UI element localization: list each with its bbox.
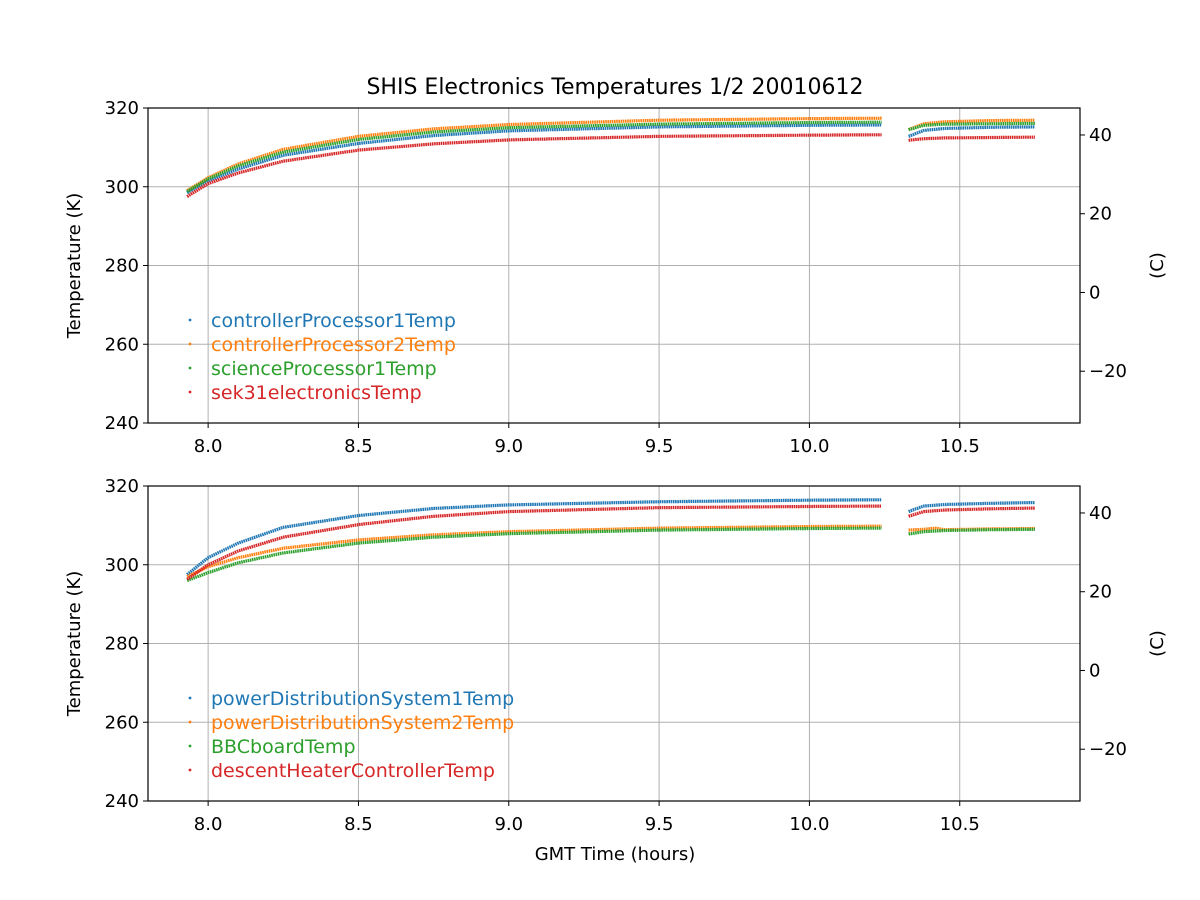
axes-frame xyxy=(147,485,1081,802)
panel-top: 8.0 8.5 9.0 9.5 10.0 10.5 240 260 280 300 320 −20 0 2… xyxy=(64,98,1168,457)
x-tick-label: 9.0 xyxy=(494,436,523,457)
legend-marker xyxy=(188,768,192,772)
y-right-tick-label: 20 xyxy=(1089,204,1112,225)
series-trace xyxy=(908,500,1036,514)
legend-entry: descentHeaterControllerTemp xyxy=(211,760,495,782)
y-right-tick-label: −20 xyxy=(1089,361,1127,382)
y-right-axis-title: (C) xyxy=(1147,630,1168,657)
series-trace xyxy=(186,504,882,581)
y-tick-label: 260 xyxy=(105,334,139,355)
x-tick-label: 9.5 xyxy=(645,436,674,457)
y-tick-label: 320 xyxy=(105,476,139,497)
x-tick-label: 8.5 xyxy=(344,436,373,457)
series-trace xyxy=(907,118,1035,132)
y-right-axis-title: (C) xyxy=(1147,252,1168,279)
legend-entry: sek31electronicsTemp xyxy=(211,382,422,404)
y-right-tick-label: 20 xyxy=(1089,582,1112,603)
y-right-tick-label: 40 xyxy=(1089,125,1112,146)
x-tick-label: 8.5 xyxy=(344,814,373,835)
legend-entry: powerDistributionSystem1Temp xyxy=(211,688,514,710)
series-trace xyxy=(908,121,1035,132)
legend-entry: BBCboardTemp xyxy=(211,736,356,758)
legend-marker xyxy=(188,390,192,394)
x-tick-label: 9.5 xyxy=(645,814,674,835)
legend-marker xyxy=(188,318,192,322)
x-tick-label: 10.0 xyxy=(789,436,829,457)
legend-marker xyxy=(188,366,192,370)
series-trace xyxy=(908,527,1035,536)
y-tick-label: 240 xyxy=(105,413,139,434)
y-tick-label: 280 xyxy=(105,256,139,277)
y-right-tick-label: 40 xyxy=(1089,503,1112,524)
axes-frame xyxy=(147,107,1081,424)
legend-marker xyxy=(188,744,192,748)
series-trace xyxy=(186,116,882,193)
x-axis-title: GMT Time (hours) xyxy=(535,844,696,865)
y-tick-label: 300 xyxy=(105,177,139,198)
series-trace xyxy=(186,526,882,583)
series-trace xyxy=(186,133,882,198)
y-tick-label: 300 xyxy=(105,555,139,576)
series-trace xyxy=(908,135,1035,142)
series-trace xyxy=(186,120,882,193)
legend-entry: powerDistributionSystem2Temp xyxy=(211,712,514,734)
y-right-tick-label: 0 xyxy=(1089,660,1100,681)
legend-marker xyxy=(188,696,192,700)
series-trace xyxy=(186,123,882,195)
y-tick-label: 320 xyxy=(105,98,139,119)
legend-entry: controllerProcessor1Temp xyxy=(211,310,456,332)
series-trace xyxy=(186,498,882,576)
figure-title: SHIS Electronics Temperatures 1/2 200106… xyxy=(366,75,863,100)
legend-entry: controllerProcessor2Temp xyxy=(211,334,456,356)
y-tick-label: 280 xyxy=(105,634,139,655)
series-trace xyxy=(186,524,882,579)
y-right-tick-label: −20 xyxy=(1089,739,1127,760)
series-trace xyxy=(908,526,1035,532)
y-tick-label: 240 xyxy=(105,791,139,812)
x-tick-label: 10.5 xyxy=(940,814,980,835)
legend-marker xyxy=(188,720,192,724)
legend-entry: scienceProcessor1Temp xyxy=(211,358,437,380)
x-tick-label: 10.0 xyxy=(789,814,829,835)
y-right-tick-label: 0 xyxy=(1089,282,1100,303)
y-axis-title: Temperature (K) xyxy=(64,571,85,718)
panel-bottom: 8.0 8.5 9.0 9.5 10.0 10.5 240 260 280 300 320 −20 0 2… xyxy=(64,476,1168,835)
legend-marker xyxy=(188,342,192,346)
x-tick-label: 9.0 xyxy=(494,814,523,835)
x-tick-label: 10.5 xyxy=(940,436,980,457)
y-tick-label: 260 xyxy=(105,712,139,733)
y-axis-title: Temperature (K) xyxy=(64,193,85,340)
x-tick-label: 8.0 xyxy=(194,436,223,457)
x-tick-label: 8.0 xyxy=(194,814,223,835)
series-trace xyxy=(908,506,1035,518)
series-trace xyxy=(908,125,1035,138)
